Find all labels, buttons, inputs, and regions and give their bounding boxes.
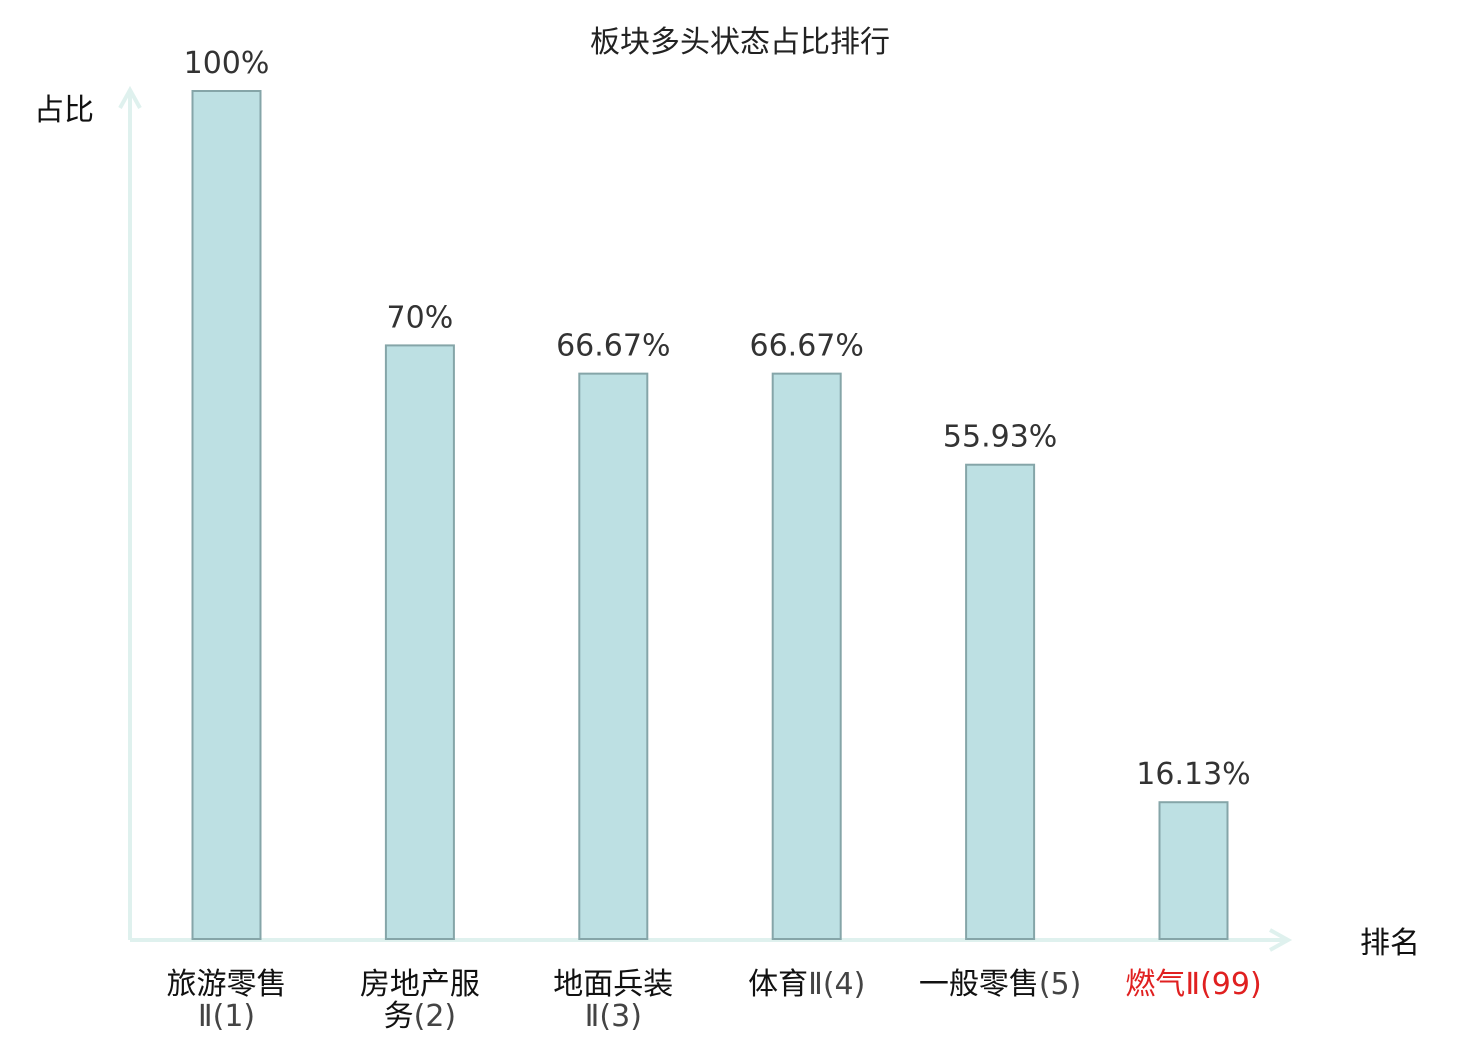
category-rank: Ⅱ(4)	[808, 967, 865, 1002]
category-rank: (2)	[414, 999, 457, 1034]
chart-title: 板块多头状态占比排行	[590, 25, 890, 60]
value-label: 66.67%	[750, 329, 864, 364]
y-axis-label: 占比	[34, 93, 94, 128]
category-label: 地面兵装	[553, 967, 673, 1002]
value-labels: 100% 70% 66.67% 66.67% 55.93% 16.13%	[184, 46, 1251, 792]
bars	[191, 90, 1229, 940]
category-name: 一般零售	[919, 967, 1039, 1002]
category-name: 燃气	[1125, 967, 1185, 1002]
category-label: 体育Ⅱ(4)	[748, 967, 865, 1002]
category-label: Ⅱ(3)	[585, 999, 642, 1034]
category-label: 燃气Ⅱ(99)	[1125, 967, 1261, 1002]
y-axis-arrow	[118, 85, 142, 109]
category-rank: Ⅱ(1)	[198, 999, 255, 1034]
category-rank: Ⅱ(3)	[585, 999, 642, 1034]
bar	[578, 372, 649, 940]
x-axis-arrow	[1269, 928, 1293, 952]
axes	[118, 85, 1293, 952]
category-label: Ⅱ(1)	[198, 999, 255, 1034]
category-label: 一般零售(5)	[919, 967, 1082, 1002]
value-label: 16.13%	[1136, 757, 1250, 792]
category-name: 房地产服	[360, 967, 480, 1002]
value-label: 70%	[387, 300, 454, 335]
category-label: 务(2)	[384, 999, 457, 1034]
x-axis-label: 排名	[1360, 926, 1420, 961]
bar	[384, 344, 455, 940]
category-rank: (5)	[1039, 967, 1082, 1002]
value-label: 100%	[184, 46, 270, 81]
category-name: 旅游零售	[167, 967, 287, 1002]
bar	[1158, 801, 1229, 940]
category-label: 房地产服	[360, 967, 480, 1002]
category-name: 地面兵装	[553, 967, 673, 1002]
category-name: 务	[384, 999, 414, 1034]
value-label: 66.67%	[556, 329, 670, 364]
bar	[965, 463, 1036, 940]
category-rank: Ⅱ(99)	[1185, 967, 1261, 1002]
category-name: 体育	[748, 967, 808, 1002]
value-label: 55.93%	[943, 420, 1057, 455]
category-label: 旅游零售	[167, 967, 287, 1002]
bar	[771, 372, 842, 940]
bar	[191, 90, 262, 940]
